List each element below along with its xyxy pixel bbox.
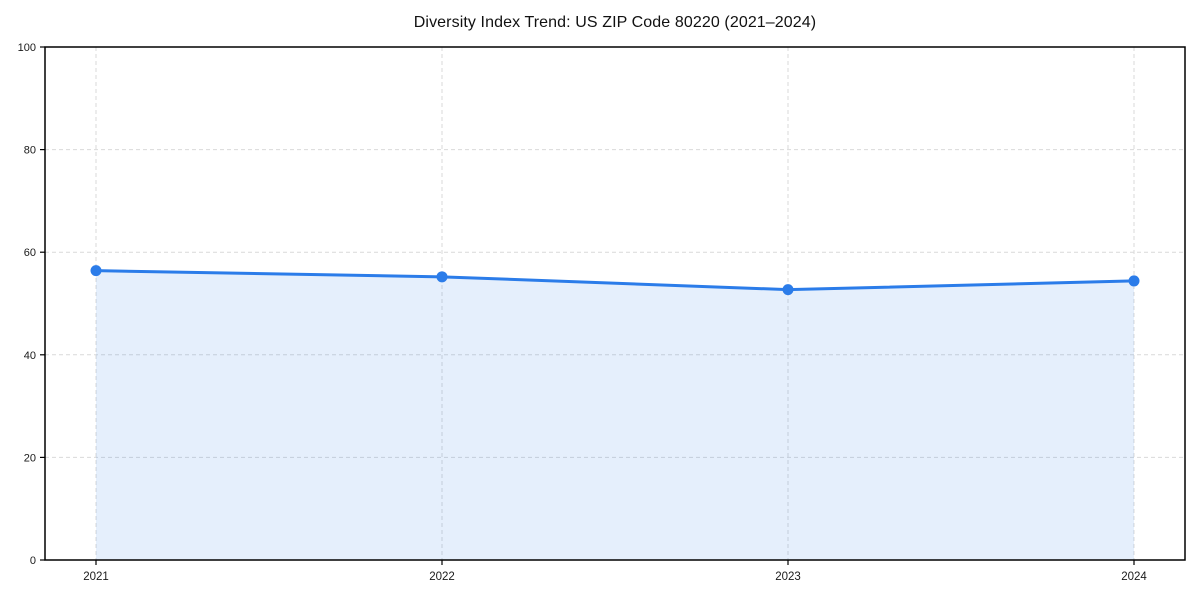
y-tick-label: 20 xyxy=(24,452,36,464)
data-point-2023 xyxy=(782,284,794,296)
x-tick-label: 2021 xyxy=(83,571,109,583)
trend-line xyxy=(94,269,1136,292)
data-point-2021 xyxy=(90,265,102,277)
y-tick-label: 0 xyxy=(30,555,36,567)
y-tick-label: 100 xyxy=(18,42,36,54)
data-point-2022 xyxy=(436,271,448,283)
x-tick-label: 2022 xyxy=(429,571,455,583)
area-fill xyxy=(96,270,1134,560)
data-point-2024 xyxy=(1128,275,1140,287)
y-tick-label: 40 xyxy=(24,350,36,362)
y-tick-label: 60 xyxy=(24,247,36,259)
chart-title: Diversity Index Trend: US ZIP Code 80220… xyxy=(413,14,817,31)
y-tick-label: 80 xyxy=(24,145,36,157)
x-tick-label: 2023 xyxy=(775,571,801,583)
plot-border xyxy=(44,46,1186,561)
x-tick-label: 2024 xyxy=(1121,571,1147,583)
